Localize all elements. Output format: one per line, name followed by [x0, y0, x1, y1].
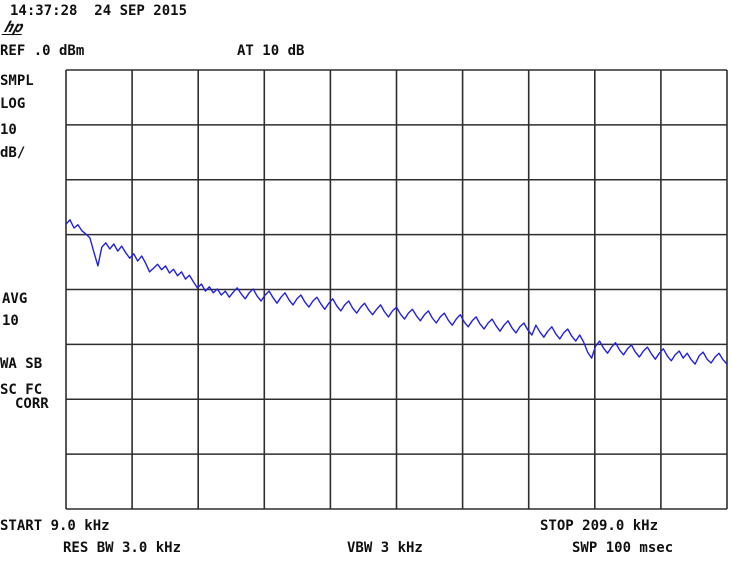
detector-mode-label: SMPL — [0, 73, 34, 89]
scale-value-label: 10 — [0, 122, 17, 138]
stop-frequency-label: STOP 209.0 kHz — [540, 518, 659, 534]
trace-a — [65, 219, 728, 365]
timestamp: 14:37:28 24 SEP 2015 — [10, 3, 188, 19]
wa-sb-flags-label: WA SB — [0, 356, 43, 372]
ref-level-label: REF .0 dBm — [0, 43, 85, 59]
video-bw-label: VBW 3 kHz — [347, 540, 423, 556]
average-count-label: 10 — [2, 313, 19, 329]
average-label: AVG — [2, 291, 28, 307]
attenuation-label: AT 10 dB — [237, 43, 305, 59]
sweep-time-label: SWP 100 msec — [572, 540, 674, 556]
scale-unit-label: dB/ — [0, 145, 26, 161]
graticule-grid — [65, 69, 728, 510]
log-scale-label: LOG — [0, 96, 26, 112]
start-frequency-label: START 9.0 kHz — [0, 518, 110, 534]
res-bw-label: RES BW 3.0 kHz — [63, 540, 182, 556]
corrections-label: CORR — [15, 396, 49, 412]
sc-fc-flags-label: SC FC — [0, 382, 43, 398]
